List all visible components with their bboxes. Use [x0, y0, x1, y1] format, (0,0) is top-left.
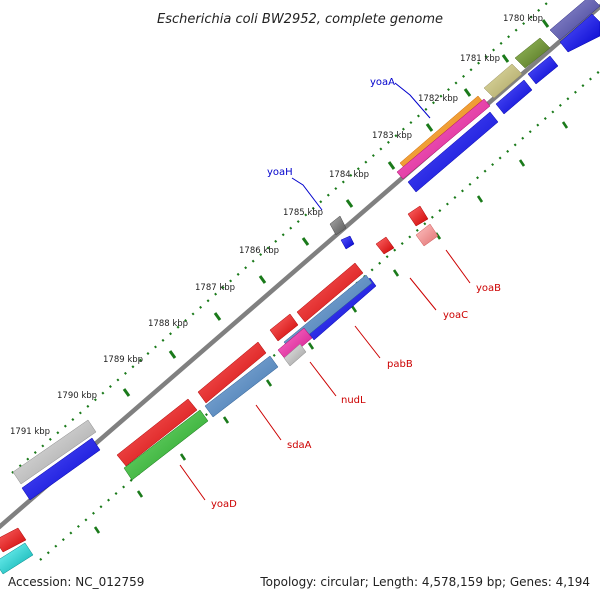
- label-leaders: [179, 82, 471, 501]
- leader-yoaA: [394, 82, 431, 119]
- minor-tick: [265, 379, 273, 387]
- tick-label: 1787 kbp: [195, 283, 235, 293]
- reverse-strand-features: [0, 13, 600, 575]
- gene-yoaB: [415, 223, 439, 247]
- leader-yoaD: [179, 464, 206, 501]
- tick-1780: [541, 19, 550, 28]
- inner-tick-rail: [39, 69, 600, 561]
- tick-1787: [258, 275, 267, 284]
- tick-label: 1790 kbp: [57, 391, 97, 401]
- tick-label: 1786 kbp: [239, 246, 279, 256]
- gene-yoaD: [123, 409, 209, 481]
- feature-forward-red-3: [197, 341, 267, 404]
- minor-tick: [518, 159, 526, 167]
- tick-1789: [168, 350, 177, 359]
- gene-label-pabB: pabB: [387, 359, 413, 370]
- feature-reverse-blue-6: [21, 437, 101, 501]
- gene-yoaB-arrow: [407, 205, 429, 227]
- leader-yoaB: [445, 249, 471, 284]
- tick-1788: [213, 312, 222, 321]
- tick-label: 1791 kbp: [10, 427, 50, 437]
- genome-summary: Topology: circular; Length: 4,578,159 bp…: [259, 575, 590, 589]
- leader-pabB: [354, 325, 381, 359]
- gene-labels: yoaA yoaH yoaB yoaC pabB nudL sdaA yoaD: [211, 77, 501, 510]
- minor-tick: [307, 342, 315, 350]
- feature-forward-red-2: [269, 313, 299, 342]
- tick-1781: [501, 54, 510, 63]
- feature-forward-pink: [396, 98, 491, 180]
- minor-tick: [350, 305, 358, 313]
- feature-forward-red-4: [116, 398, 198, 467]
- gene-label-yoaA: yoaA: [370, 77, 395, 88]
- minor-tick: [93, 526, 101, 534]
- feature-reverse-blue-1: [559, 13, 600, 53]
- feature-forward-navy: [549, 0, 600, 41]
- gene-yoaC: [375, 236, 395, 255]
- tick-label: 1785 kbp: [283, 208, 323, 218]
- minor-tick: [476, 195, 484, 203]
- tick-1785: [345, 199, 354, 208]
- gene-label-nudL: nudL: [341, 395, 366, 406]
- leader-sdaA: [255, 404, 282, 441]
- tick-1782: [463, 88, 472, 97]
- feature-forward-red-1: [296, 262, 364, 323]
- tick-label: 1783 kbp: [372, 131, 412, 141]
- feature-reverse-blue-4: [407, 111, 499, 193]
- minor-tick: [392, 269, 400, 277]
- forward-strand-features: [0, 0, 600, 553]
- tick-1790: [122, 388, 131, 397]
- gene-nudL: [277, 327, 313, 361]
- major-ticks: [78, 19, 550, 434]
- gene-label-yoaC: yoaC: [443, 310, 468, 321]
- map-title: Escherichia coli BW2952, complete genome: [157, 12, 443, 27]
- outer-tick-rail: [11, 0, 553, 474]
- feature-reverse-blue-3: [495, 79, 533, 115]
- tick-label: 1780 kbp: [503, 14, 543, 24]
- gene-label-yoaB: yoaB: [476, 283, 501, 294]
- minor-tick: [136, 490, 144, 498]
- tick-1786: [301, 237, 310, 246]
- leader-yoaH: [291, 177, 323, 211]
- tick-label: 1782 kbp: [418, 94, 458, 104]
- feature-reverse-cyan-edge: [0, 542, 34, 575]
- feature-reverse-grey: [283, 343, 307, 367]
- tick-labels: 1780 kbp 1781 kbp 1782 kbp 1783 kbp 1784…: [10, 14, 543, 437]
- gene-label-sdaA: sdaA: [287, 440, 312, 451]
- feature-forward-olive: [514, 37, 551, 69]
- gene-label-yoaD: yoaD: [211, 499, 237, 510]
- tick-label: 1788 kbp: [148, 319, 188, 329]
- gene-sdaA: [204, 355, 279, 418]
- tick-label: 1784 kbp: [329, 170, 369, 180]
- tick-1784: [387, 161, 396, 170]
- minor-tick: [179, 453, 187, 461]
- feature-forward-grey: [12, 419, 97, 485]
- leader-yoaC: [409, 277, 437, 311]
- feature-forward-khaki: [483, 63, 523, 99]
- leader-nudL: [309, 361, 337, 397]
- feature-forward-red-edge: [0, 527, 27, 553]
- minor-tick: [222, 416, 230, 424]
- tick-1783: [425, 123, 434, 132]
- minor-tick: [561, 121, 569, 129]
- tick-label: 1789 kbp: [103, 355, 143, 365]
- tick-label: 1781 kbp: [460, 54, 500, 64]
- accession-label: Accession: NC_012759: [8, 575, 144, 589]
- gene-yoaH: [329, 215, 347, 236]
- feature-reverse-blue-2: [527, 55, 559, 85]
- feature-reverse-blue-5: [340, 235, 355, 250]
- gene-label-yoaH: yoaH: [267, 167, 293, 178]
